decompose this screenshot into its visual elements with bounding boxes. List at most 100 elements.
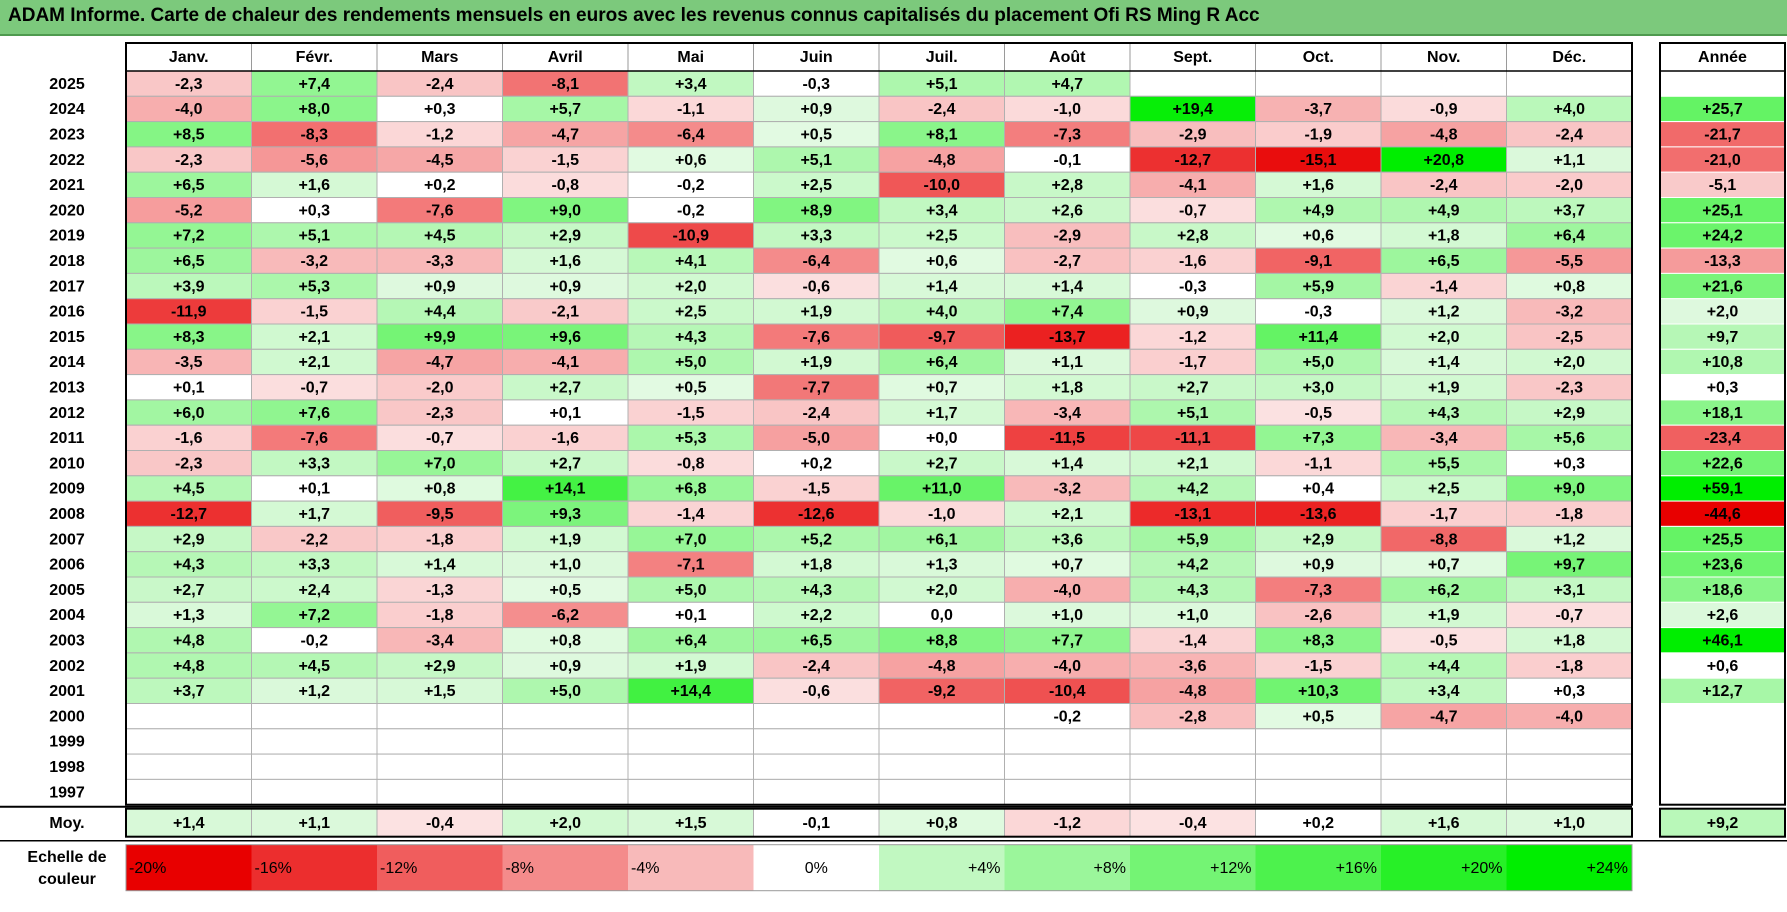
- heatmap-cell: [1380, 121, 1507, 148]
- cell-value: -4,8: [928, 152, 956, 169]
- annual-value: +10,8: [1702, 354, 1743, 371]
- heatmap-cell: [753, 450, 880, 477]
- cell-value: +7,7: [1051, 632, 1083, 649]
- legend-step-label: -8%: [506, 860, 534, 877]
- heatmap-cell: [376, 551, 503, 578]
- heatmap-cell: [502, 348, 629, 376]
- heatmap-cell: [125, 703, 252, 730]
- cell-value: -6,4: [677, 126, 705, 143]
- cell-value: -5,5: [1555, 253, 1583, 270]
- heatmap-cell: [1380, 525, 1507, 553]
- cell-value: +8,9: [800, 202, 832, 219]
- cell-value: -13,1: [1175, 506, 1212, 523]
- cell-value: +1,7: [926, 405, 958, 422]
- cell-value: +1,3: [926, 557, 958, 574]
- cell-value: +2,1: [298, 329, 330, 346]
- heatmap-cell: [1129, 272, 1256, 300]
- cell-value: +7,2: [298, 607, 330, 624]
- heatmap-cell: [125, 652, 252, 679]
- heatmap-cell: [251, 627, 378, 654]
- row-year-label: 2021: [49, 177, 85, 194]
- average-value: -0,1: [802, 815, 830, 832]
- cell-value: +1,8: [1428, 228, 1460, 245]
- cell-value: +3,7: [173, 683, 205, 700]
- legend-swatch: [126, 844, 252, 891]
- heatmap-cell: [1506, 323, 1633, 350]
- annual-value: +25,1: [1702, 202, 1743, 219]
- cell-value: +1,6: [298, 177, 330, 194]
- cell-value: -7,6: [300, 430, 328, 447]
- annual-value: +25,7: [1702, 101, 1743, 118]
- cell-value: -2,3: [426, 405, 454, 422]
- cell-value: -2,9: [1179, 126, 1207, 143]
- legend-step-label: -20%: [129, 860, 166, 877]
- cell-value: -0,3: [1304, 304, 1332, 321]
- heatmap-cell: [1004, 703, 1131, 730]
- cell-value: +1,9: [800, 354, 832, 371]
- cell-value: -1,5: [677, 405, 705, 422]
- row-year-label: 2008: [49, 506, 85, 523]
- heatmap-cell: [1380, 399, 1507, 426]
- heatmap-cell: [627, 475, 754, 502]
- cell-value: +0,9: [549, 658, 581, 675]
- legend-step-label: +20%: [1461, 860, 1502, 877]
- cell-value: -0,2: [300, 632, 328, 649]
- annual-column-border: [1659, 42, 1786, 806]
- average-value: +1,0: [1553, 815, 1585, 832]
- cell-value: +9,7: [1553, 557, 1585, 574]
- cell-value: -1,2: [426, 126, 454, 143]
- cell-value: +1,4: [424, 557, 456, 574]
- heatmap-cell: [251, 247, 378, 274]
- heatmap-cell: [502, 121, 629, 148]
- cell-value: +0,7: [1428, 557, 1460, 574]
- cell-value: -2,2: [300, 531, 328, 548]
- legend-step-label: +12%: [1210, 860, 1251, 877]
- cell-value: -1,1: [1304, 455, 1332, 472]
- cell-value: -0,8: [677, 455, 705, 472]
- annual-value: +9,7: [1707, 329, 1739, 346]
- average-row-border: [125, 807, 1633, 838]
- cell-value: +2,9: [1302, 531, 1334, 548]
- heatmap-cell: [1506, 475, 1633, 502]
- heatmap-cell: [502, 703, 629, 730]
- cell-value: +4,9: [1302, 202, 1334, 219]
- cell-value: -0,5: [1304, 405, 1332, 422]
- cell-value: +6,4: [926, 354, 958, 371]
- cell-value: -4,8: [928, 658, 956, 675]
- heatmap-cell: [1255, 197, 1382, 224]
- cell-value: +19,4: [1173, 101, 1214, 118]
- legend-swatch: [1004, 844, 1130, 891]
- heatmap-cell: [125, 627, 252, 654]
- average-label: Moy.: [49, 815, 84, 832]
- row-year-label: 2019: [49, 228, 85, 245]
- cell-value: -4,7: [426, 354, 454, 371]
- legend-swatch: [377, 844, 503, 891]
- heatmap-cell: [125, 601, 252, 629]
- heatmap-cell: [251, 652, 378, 679]
- cell-value: -8,8: [1430, 531, 1458, 548]
- legend-swatch: [1130, 844, 1256, 891]
- heatmap-cell: [1004, 551, 1131, 578]
- heatmap-cell: [1004, 348, 1131, 376]
- cell-value: -3,4: [1053, 405, 1081, 422]
- heatmap-cell: [1506, 728, 1633, 755]
- cell-value: +3,1: [1553, 582, 1585, 599]
- heatmap-cell: [376, 298, 503, 325]
- cell-value: +1,9: [549, 531, 581, 548]
- cell-value: +1,4: [1428, 354, 1460, 371]
- cell-value: +0,1: [298, 481, 330, 498]
- heatmap-cell: [251, 551, 378, 578]
- cell-value: -4,1: [1179, 177, 1207, 194]
- cell-value: -2,9: [1053, 228, 1081, 245]
- cell-value: +1,2: [1428, 304, 1460, 321]
- cell-value: +2,7: [1177, 379, 1209, 396]
- heatmap-cell: [1004, 728, 1131, 755]
- heatmap-cell: [753, 778, 880, 806]
- cell-value: -6,2: [551, 607, 579, 624]
- heatmap-cell: [753, 146, 880, 173]
- heatmap-cell: [125, 121, 252, 148]
- cell-value: +6,4: [675, 632, 707, 649]
- legend-border: [125, 844, 1633, 892]
- row-year-label: 2025: [49, 76, 85, 93]
- average-value: -0,4: [426, 815, 454, 832]
